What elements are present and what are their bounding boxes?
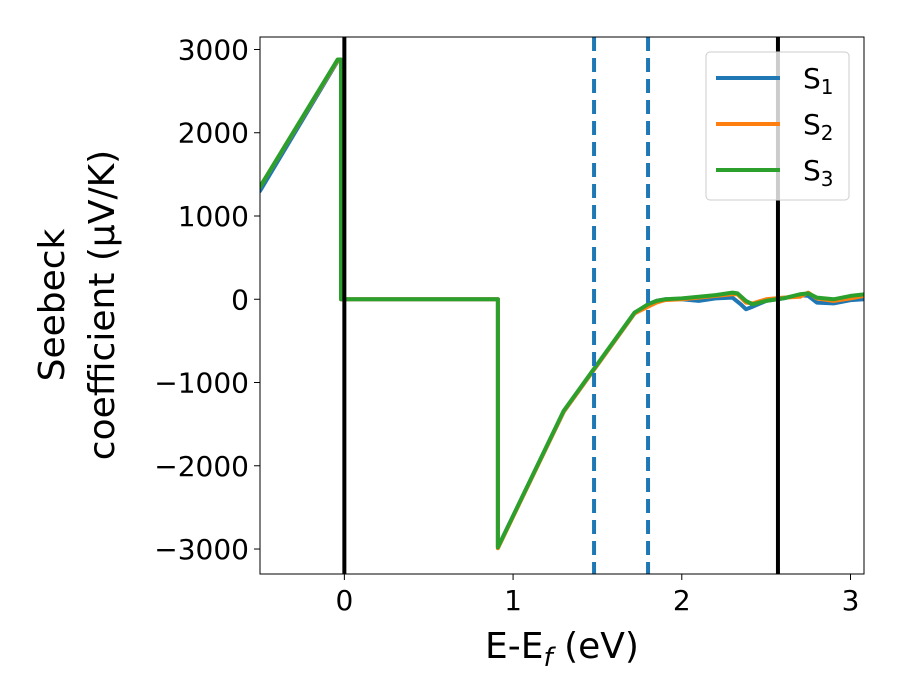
x-tick-label: 2 [673, 584, 691, 617]
y-tick-label: −1000 [154, 367, 249, 400]
x-axis-label: E-Ef (eV) [485, 626, 639, 673]
y-tick-label: −3000 [154, 533, 249, 566]
y-tick-label: 0 [231, 283, 249, 316]
y-tick-label: 1000 [178, 200, 249, 233]
y-tick-label: −2000 [154, 450, 249, 483]
y-tick-label: 2000 [178, 117, 249, 150]
y-axis-label-line1: Seebeck [32, 228, 73, 381]
y-axis: 3000 2000 1000 0 −1000 −2000 −3000 [154, 33, 260, 566]
x-tick-label: 1 [504, 584, 522, 617]
x-axis: 0 1 2 3 [335, 574, 859, 617]
series-line-3 [260, 57, 864, 550]
x-tick-label: 0 [335, 584, 353, 617]
plot-frame [259, 36, 865, 575]
x-tick-label: 3 [842, 584, 860, 617]
y-tick-label: 3000 [178, 33, 249, 66]
y-axis-label-line2: coefficient (μV/K) [82, 150, 123, 460]
plot-area [260, 37, 864, 574]
